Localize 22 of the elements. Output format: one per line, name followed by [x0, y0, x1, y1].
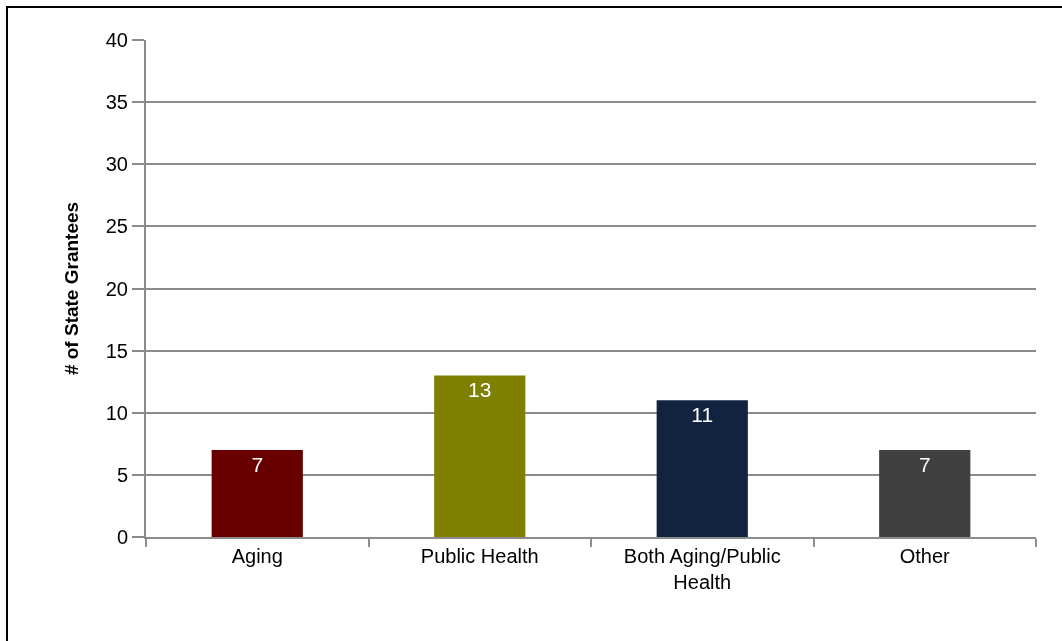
- y-tick-label: 15: [105, 339, 128, 362]
- bar: [434, 375, 526, 537]
- x-tick-label: Both Aging/Public Health: [623, 545, 781, 593]
- bar: [879, 450, 971, 537]
- y-tick-label: 35: [105, 91, 128, 114]
- x-tick-label: Public Health: [420, 545, 539, 567]
- x-tick-label: Other: [899, 545, 951, 567]
- y-tick-label: 0: [116, 526, 128, 548]
- bar: [211, 450, 303, 537]
- data-label: 7: [918, 453, 931, 477]
- data-label: 7: [251, 453, 264, 477]
- data-label: 11: [691, 403, 714, 427]
- y-axis-title: # of State Grantees: [61, 201, 83, 376]
- y-tick-label: 20: [105, 277, 128, 300]
- bar: [656, 400, 748, 537]
- y-tick-label: 30: [105, 153, 128, 176]
- x-tick-label: Aging: [231, 545, 283, 567]
- y-tick-label: 25: [105, 215, 128, 238]
- y-tick-label: 10: [105, 401, 128, 424]
- data-label: 13: [468, 378, 492, 402]
- y-tick-label: 40: [105, 29, 128, 51]
- y-tick-label: 5: [116, 463, 128, 486]
